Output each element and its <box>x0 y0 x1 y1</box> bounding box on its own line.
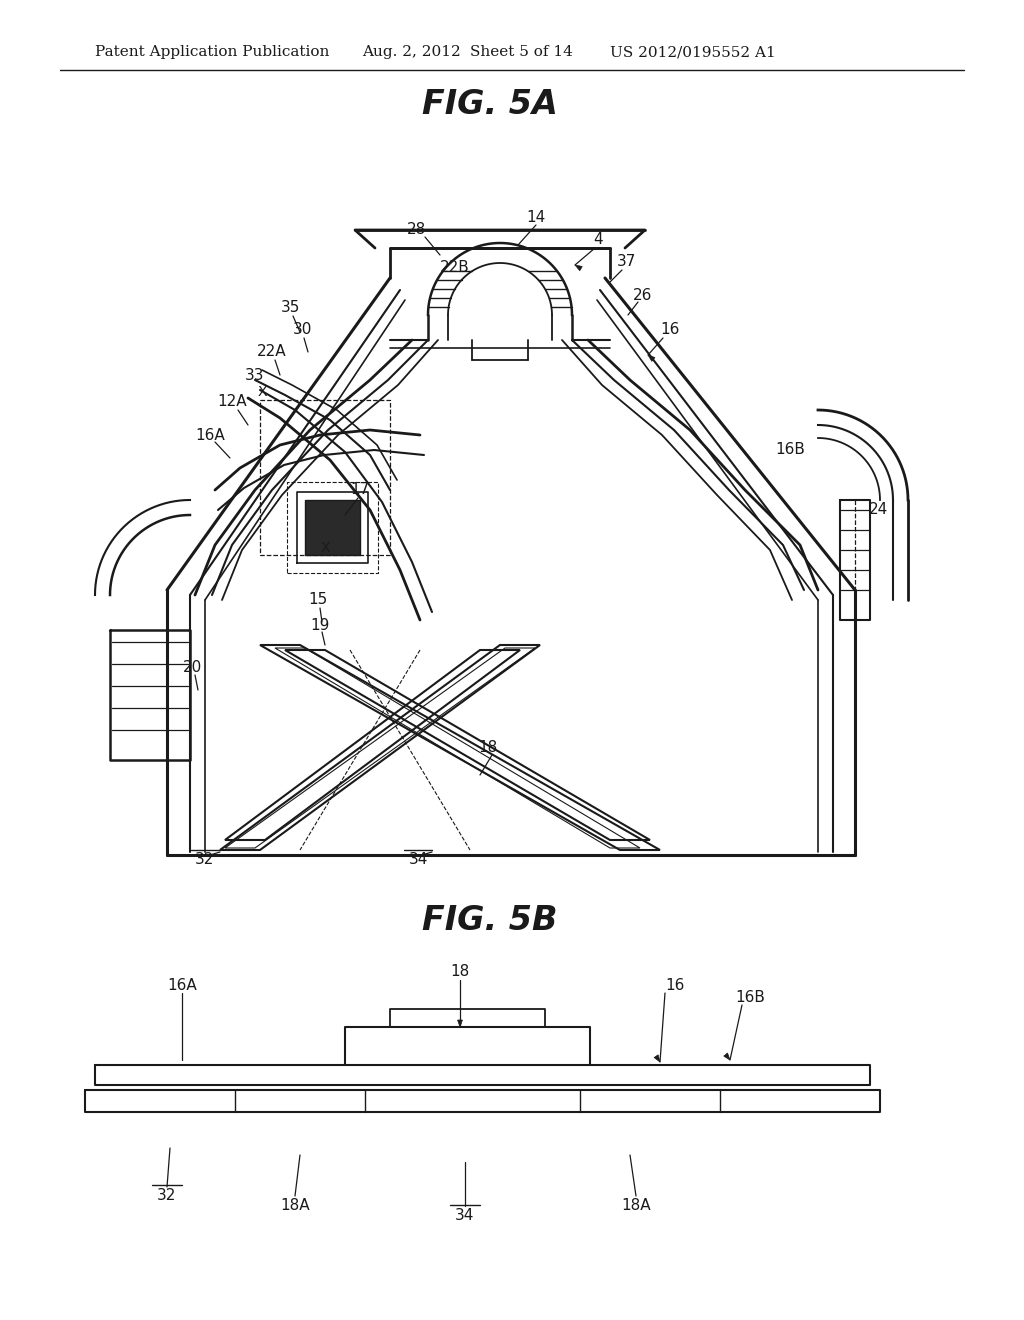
Text: FIG. 5A: FIG. 5A <box>422 88 558 121</box>
Text: 26: 26 <box>633 288 652 302</box>
Text: 32: 32 <box>158 1188 177 1203</box>
Text: Aug. 2, 2012: Aug. 2, 2012 <box>362 45 461 59</box>
Text: 14: 14 <box>526 210 546 226</box>
Text: 16B: 16B <box>735 990 765 1006</box>
Text: 32: 32 <box>196 853 215 867</box>
Text: X: X <box>257 385 266 399</box>
Text: 34: 34 <box>409 853 428 867</box>
Text: 16A: 16A <box>167 978 197 993</box>
Text: 17: 17 <box>350 483 370 498</box>
Text: Sheet 5 of 14: Sheet 5 of 14 <box>470 45 572 59</box>
Text: Patent Application Publication: Patent Application Publication <box>95 45 330 59</box>
Text: 18A: 18A <box>622 1197 651 1213</box>
Text: 22A: 22A <box>257 345 287 359</box>
Text: 19: 19 <box>310 618 330 632</box>
Text: 34: 34 <box>456 1208 475 1222</box>
Polygon shape <box>305 500 360 554</box>
Polygon shape <box>648 355 655 362</box>
Text: 20: 20 <box>183 660 203 676</box>
Text: 15: 15 <box>308 593 328 607</box>
Text: X: X <box>321 541 330 554</box>
Text: 22B: 22B <box>440 260 470 276</box>
Text: 4: 4 <box>593 232 603 248</box>
Text: 37: 37 <box>617 255 637 269</box>
Text: FIG. 5B: FIG. 5B <box>422 903 558 936</box>
Text: 30: 30 <box>292 322 311 338</box>
Polygon shape <box>654 1055 660 1063</box>
Text: 18: 18 <box>478 741 498 755</box>
Polygon shape <box>458 1020 463 1027</box>
Text: 33: 33 <box>246 367 265 383</box>
Polygon shape <box>575 265 583 271</box>
Text: 16B: 16B <box>775 442 805 458</box>
Text: 24: 24 <box>868 503 888 517</box>
Polygon shape <box>724 1053 730 1060</box>
Text: 28: 28 <box>407 223 426 238</box>
Text: US 2012/0195552 A1: US 2012/0195552 A1 <box>610 45 776 59</box>
Text: 12A: 12A <box>217 395 247 409</box>
Text: 18: 18 <box>451 965 470 979</box>
Text: 18A: 18A <box>281 1197 310 1213</box>
Text: 16A: 16A <box>196 428 225 442</box>
Text: 16: 16 <box>660 322 680 338</box>
Text: 35: 35 <box>281 301 300 315</box>
Text: 16: 16 <box>666 978 685 993</box>
